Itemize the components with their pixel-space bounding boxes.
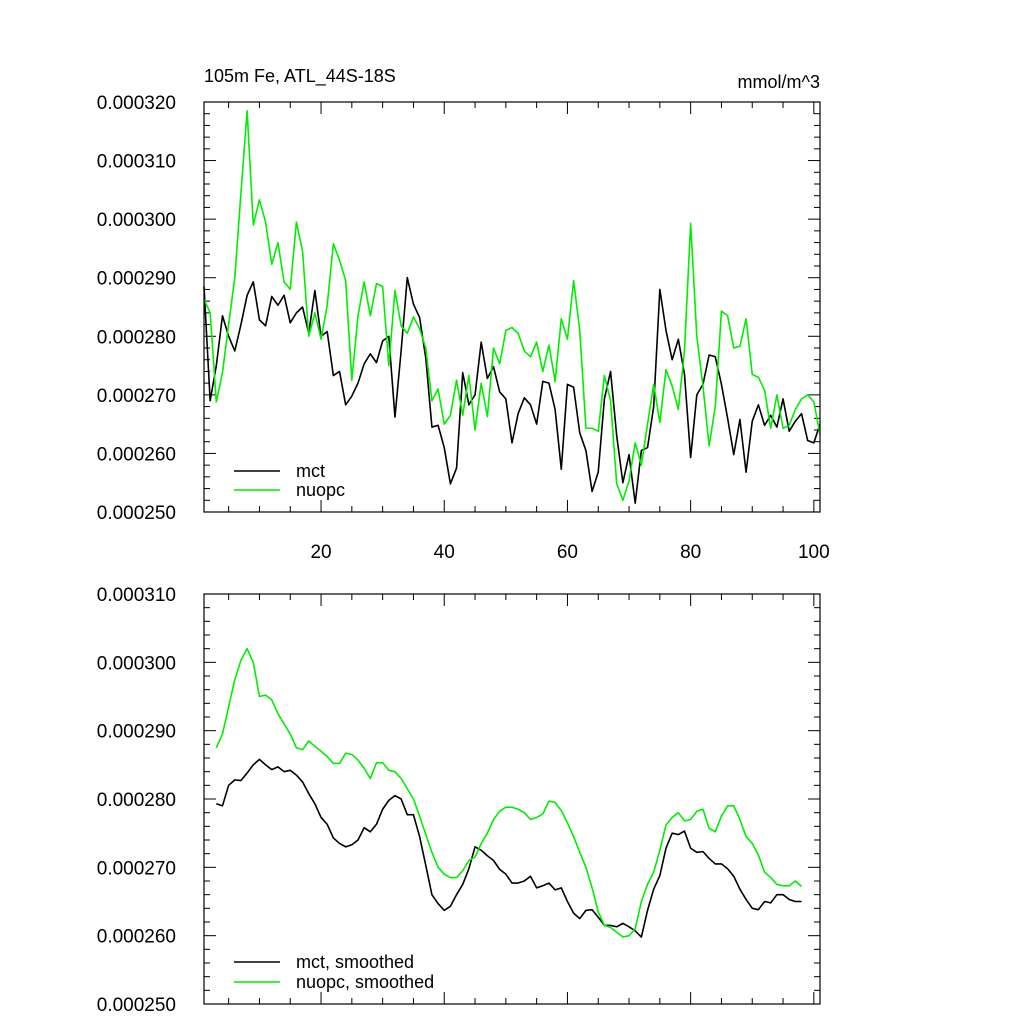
y-tick-label: 0.000290: [97, 722, 176, 743]
legend-label-nuopc-smoothed: nuopc, smoothed: [296, 972, 434, 992]
x-tick-label: 60: [557, 542, 578, 563]
legend-label-nuopc: nuopc: [296, 480, 345, 500]
y-tick-label: 0.000280: [97, 790, 176, 811]
y-tick-label: 0.000300: [97, 210, 176, 231]
y-tick-label: 0.000320: [97, 93, 176, 114]
units-label: mmol/m^3: [738, 72, 820, 92]
y-tick-labels: 0.000250 0.000260 0.000270 0.000280 0.000290…: [97, 585, 176, 1016]
legend: mct, smoothed nuopc, smoothed: [234, 952, 434, 992]
series-line-nuopc-smoothed: [215, 647, 803, 938]
bottom-panel: 0.000250 0.000260 0.000270 0.000280 0.000290…: [97, 585, 821, 1016]
series-line-nuopc: [203, 109, 821, 502]
axes-ticks: [204, 101, 820, 513]
y-tick-label: 0.000280: [97, 327, 176, 348]
y-tick-label: 0.000310: [97, 585, 176, 606]
series-line-mct-smoothed: [216, 758, 802, 938]
y-tick-label: 0.000300: [97, 653, 176, 674]
plot-frame: [203, 101, 821, 513]
y-tick-label: 0.000270: [97, 386, 176, 407]
legend: mct nuopc: [234, 461, 345, 500]
y-tick-labels: 0.000250 0.000260 0.000270 0.000280 0.000290…: [97, 93, 176, 524]
top-panel: 105m Fe, ATL_44S-18S mmol/m^3 0.0002500.…: [97, 66, 830, 563]
plot-lines: [215, 647, 803, 938]
legend-label-mct: mct: [296, 461, 325, 481]
legend-label-mct-smoothed: mct, smoothed: [296, 952, 414, 972]
y-tick-label: 0.000260: [97, 927, 176, 948]
panel-title: 105m Fe, ATL_44S-18S: [204, 66, 396, 87]
y-tick-label: 0.000260: [97, 444, 176, 465]
y-tick-label: 0.000270: [97, 858, 176, 879]
plot-frame: [203, 593, 821, 1005]
x-tick-label: 40: [434, 542, 455, 563]
y-tick-label: 0.000290: [97, 269, 176, 290]
x-tick-label: 100: [798, 542, 830, 563]
y-tick-label: 0.000310: [97, 152, 176, 173]
y-tick-label: 0.000250: [97, 995, 176, 1016]
x-tick-label: 20: [310, 542, 331, 563]
x-tick-labels: 20 40 60 80 100: [310, 542, 829, 563]
x-tick-label: 80: [680, 542, 701, 563]
plot-lines: [203, 109, 821, 505]
axes-ticks: [204, 593, 820, 1005]
y-tick-label: 0.000250: [97, 503, 176, 524]
